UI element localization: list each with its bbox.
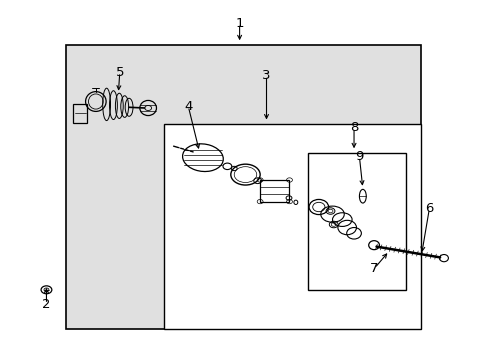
Bar — [163, 124, 420, 329]
Bar — [73, 104, 87, 123]
Bar — [260, 180, 289, 202]
Text: 3: 3 — [262, 69, 270, 82]
Bar — [66, 45, 420, 329]
Text: 1: 1 — [235, 17, 244, 30]
Bar — [307, 153, 405, 290]
Text: 4: 4 — [183, 100, 192, 113]
Text: 6: 6 — [424, 202, 433, 215]
Text: 2: 2 — [42, 298, 51, 311]
Text: 7: 7 — [369, 262, 378, 275]
Text: 8: 8 — [349, 121, 358, 134]
Text: 5: 5 — [115, 66, 124, 78]
Text: 9: 9 — [354, 150, 363, 163]
